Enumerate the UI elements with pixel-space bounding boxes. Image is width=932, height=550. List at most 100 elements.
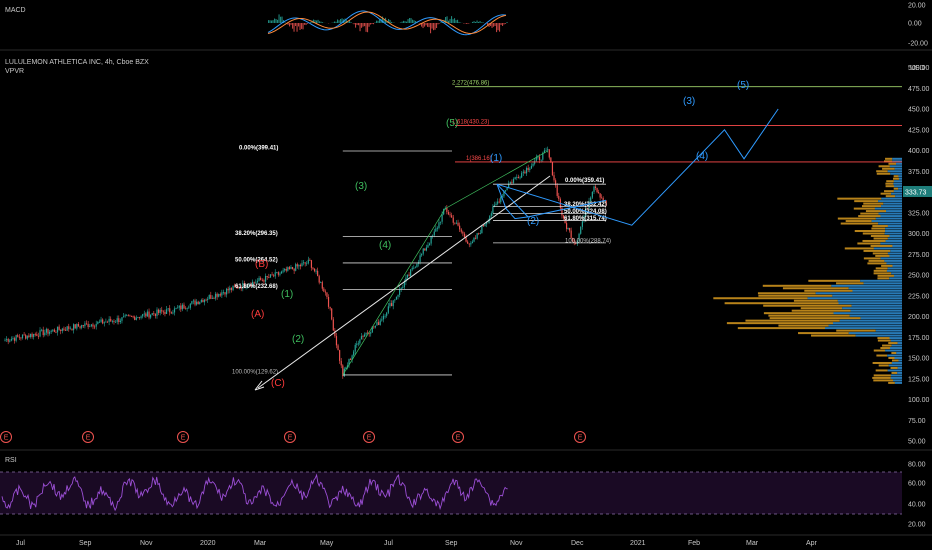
volume-bar-down xyxy=(877,274,894,277)
macd-bar xyxy=(316,20,318,23)
candle-body xyxy=(399,289,401,295)
macd-tick: -20.00 xyxy=(908,41,928,48)
volume-bar-down xyxy=(875,267,888,270)
candle-body xyxy=(178,305,180,308)
macd-bar xyxy=(274,18,276,23)
macd-bar xyxy=(268,20,270,23)
macd-bar xyxy=(301,23,303,29)
volume-bar-up xyxy=(893,182,902,185)
candle-body xyxy=(290,267,292,269)
candle-body xyxy=(342,365,344,377)
volume-bar-down xyxy=(737,327,826,330)
candle-body xyxy=(306,263,308,265)
macd-bar xyxy=(437,23,439,25)
candle-body xyxy=(106,321,109,323)
volume-bar-down xyxy=(881,264,893,267)
candle-body xyxy=(535,157,537,161)
candle-body xyxy=(197,301,199,305)
volume-bar-down xyxy=(877,339,891,342)
candle-body xyxy=(317,270,319,277)
candle-body xyxy=(255,282,257,284)
candle-body xyxy=(460,229,462,232)
candle-body xyxy=(154,313,157,316)
candle-body xyxy=(542,152,544,160)
macd-bar xyxy=(490,23,492,27)
candle-body xyxy=(601,197,603,199)
candle-body xyxy=(455,222,458,224)
candle-body xyxy=(200,299,202,302)
macd-bar xyxy=(364,23,366,27)
volume-bar-up xyxy=(873,247,902,250)
candle-body xyxy=(119,320,121,322)
candle-body xyxy=(167,308,169,310)
candle-body xyxy=(169,308,171,313)
volume-bar-up xyxy=(850,309,902,312)
candle-body xyxy=(34,333,36,335)
macd-bar xyxy=(422,23,424,29)
volume-bar-up xyxy=(898,187,902,190)
volume-bar-up xyxy=(878,200,902,203)
candle-body xyxy=(71,328,73,331)
volume-bar-down xyxy=(876,172,891,175)
candle-body xyxy=(129,315,131,317)
volume-bar-down xyxy=(884,160,893,163)
candle-body xyxy=(478,233,480,234)
candle-body xyxy=(427,245,429,248)
candle-body xyxy=(243,282,246,288)
volume-bar-down xyxy=(867,262,887,265)
candle-body xyxy=(497,201,499,204)
candle-body xyxy=(459,225,461,230)
volume-bar-down xyxy=(800,307,843,310)
price-tick: 475.00 xyxy=(908,86,930,93)
macd-bar xyxy=(472,21,474,23)
candle-body xyxy=(452,217,454,223)
macd-bar xyxy=(368,23,370,27)
wave-label-blue: (3) xyxy=(683,96,695,107)
macd-bar xyxy=(386,21,388,23)
volume-bar-up xyxy=(874,207,902,210)
volume-bar-down xyxy=(763,312,834,315)
candle-body xyxy=(318,276,320,283)
volume-bar-up xyxy=(884,259,902,262)
candle-body xyxy=(490,213,492,216)
candle-body xyxy=(302,262,305,264)
candle-body xyxy=(324,291,326,293)
candle-body xyxy=(273,275,275,277)
rsi-band xyxy=(0,472,902,514)
macd-signal-line xyxy=(267,11,507,35)
candle-body xyxy=(53,329,55,332)
earnings-marker xyxy=(363,431,375,443)
candle-body xyxy=(277,272,279,275)
volume-bar-down xyxy=(845,220,872,223)
price-tick: 425.00 xyxy=(908,127,930,134)
candle-body xyxy=(604,200,606,202)
macd-bar xyxy=(337,19,339,23)
candle-body xyxy=(116,318,118,322)
candle-body xyxy=(530,165,533,169)
candle-body xyxy=(473,237,475,242)
macd-bar xyxy=(341,18,343,23)
candle-body xyxy=(260,277,262,280)
macd-bar xyxy=(320,21,322,23)
macd-bar xyxy=(433,23,435,31)
volume-bar-up xyxy=(893,379,902,382)
candle-body xyxy=(164,312,166,315)
volume-bar-up xyxy=(883,202,902,205)
volume-bar-down xyxy=(891,371,898,374)
candle-body xyxy=(498,201,500,203)
candle-body xyxy=(97,321,99,324)
candle-body xyxy=(4,339,6,341)
volume-bar-up xyxy=(878,222,902,225)
macd-bar xyxy=(451,16,453,23)
volume-bar-down xyxy=(857,242,881,245)
macd-bar xyxy=(298,23,300,27)
macd-bar xyxy=(407,19,409,23)
candle-body xyxy=(548,149,550,158)
earnings-marker-label: E xyxy=(456,435,461,442)
macd-bar xyxy=(503,23,505,25)
candle-body xyxy=(261,279,263,281)
candle-body xyxy=(588,201,590,209)
macd-bar xyxy=(367,23,369,33)
candle-body xyxy=(138,317,141,318)
